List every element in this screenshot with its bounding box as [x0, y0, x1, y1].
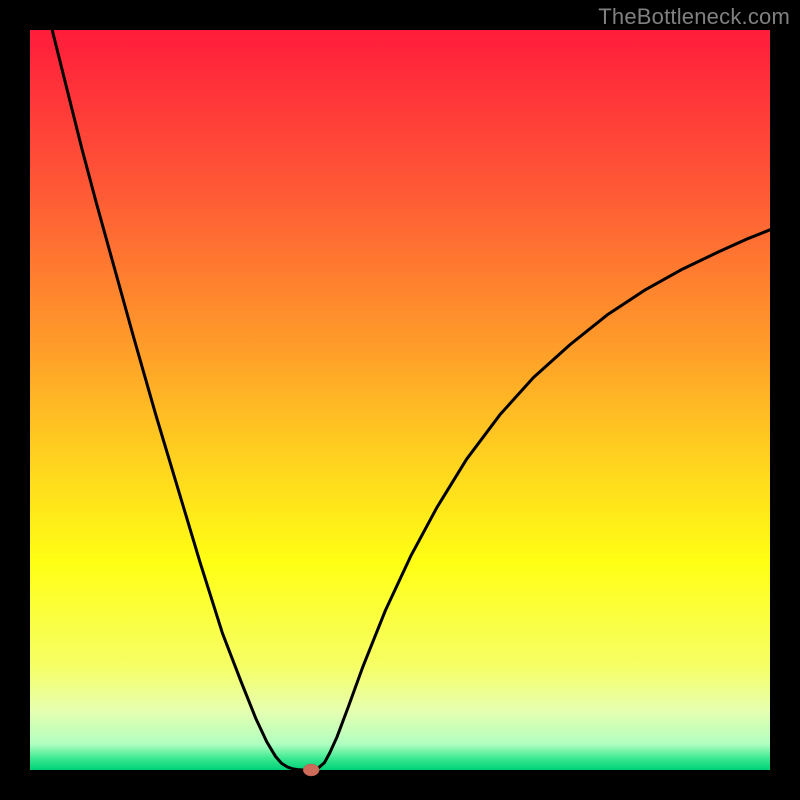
- plot-area: [30, 30, 770, 770]
- chart-container: TheBottleneck.com: [0, 0, 800, 800]
- bottleneck-chart: [0, 0, 800, 800]
- watermark-text: TheBottleneck.com: [598, 4, 790, 30]
- optimal-point-marker: [303, 764, 319, 776]
